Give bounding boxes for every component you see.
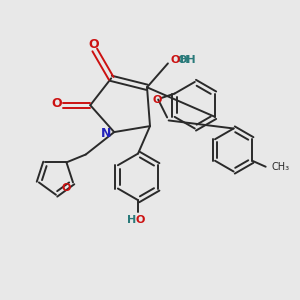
- Text: O: O: [52, 97, 62, 110]
- Text: O: O: [136, 214, 145, 225]
- Text: H: H: [127, 214, 136, 225]
- Text: O: O: [171, 55, 180, 65]
- Text: H: H: [181, 55, 190, 65]
- Text: O: O: [153, 95, 162, 105]
- Text: OH: OH: [178, 55, 196, 65]
- Text: N: N: [100, 127, 111, 140]
- Text: O: O: [88, 38, 99, 51]
- Text: O: O: [62, 183, 71, 193]
- Text: CH₃: CH₃: [272, 162, 290, 172]
